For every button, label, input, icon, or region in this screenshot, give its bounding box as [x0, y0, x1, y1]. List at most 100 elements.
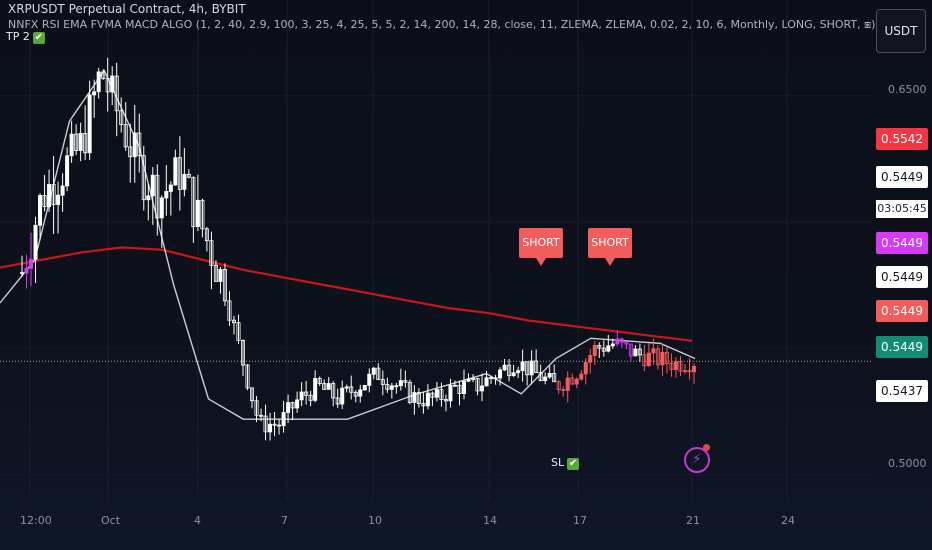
candle-body — [565, 377, 570, 391]
candle-body — [642, 354, 647, 367]
candle-body — [231, 319, 236, 324]
tp-label: TP 2 — [6, 30, 30, 43]
price-tag: 0.5449 — [876, 300, 928, 322]
candle-body — [619, 338, 624, 343]
candle-body — [137, 132, 142, 157]
bar-countdown: 03:05:45 — [876, 200, 928, 218]
candle-body — [349, 386, 354, 393]
chart-title: XRPUSDT Perpetual Contract, 4h, BYBIT — [8, 2, 246, 16]
candle-body — [150, 174, 155, 197]
candle-body — [299, 391, 304, 401]
fvma-line — [0, 69, 696, 420]
candle-body — [615, 338, 620, 345]
candle-body — [646, 352, 651, 367]
candle-body — [114, 75, 119, 112]
candle-body — [457, 384, 462, 394]
candle-body — [168, 184, 173, 192]
currency-button[interactable]: USDT — [876, 9, 926, 53]
candle-body — [380, 379, 385, 385]
candle-body — [24, 267, 29, 274]
candle-body — [637, 348, 642, 356]
candle-body — [19, 272, 24, 275]
candle-body — [687, 370, 692, 373]
candle-body — [547, 373, 552, 378]
candle-body — [177, 157, 182, 190]
candle-body — [331, 383, 336, 399]
candle-body — [601, 347, 606, 352]
time-axis-label: 21 — [686, 514, 700, 527]
candle-body — [502, 364, 507, 371]
candle-body — [146, 195, 151, 201]
candle-body — [263, 415, 268, 433]
candle-body — [385, 384, 390, 390]
candle-body — [340, 387, 345, 405]
candle-body — [83, 132, 88, 154]
tp-marker: TP 2 ✔ — [6, 30, 45, 44]
candle-body — [191, 176, 196, 228]
short-signal-label: SHORT — [588, 228, 632, 266]
candle-body — [128, 146, 133, 158]
candle-body — [200, 199, 205, 230]
time-axis-label: 10 — [368, 514, 382, 527]
time-axis-label: 24 — [781, 514, 795, 527]
candle-body — [313, 378, 318, 401]
candle-body — [416, 392, 421, 404]
candle-body — [484, 377, 489, 387]
candle-body — [556, 381, 561, 390]
candle-body — [538, 372, 543, 381]
candle-body — [60, 185, 65, 196]
candle-body — [164, 191, 169, 199]
candle-body — [443, 399, 448, 402]
candle-body — [669, 363, 674, 370]
time-axis-label: 4 — [194, 514, 201, 527]
price-tag: 0.5449 — [876, 232, 928, 254]
candle-body — [159, 197, 164, 219]
candle-body — [520, 361, 525, 372]
candle-body — [678, 361, 683, 372]
candle-body — [69, 133, 74, 157]
candle-body — [574, 378, 579, 385]
candle-body — [624, 341, 629, 345]
candle-body — [651, 348, 656, 354]
candle-body — [534, 360, 539, 373]
sl-marker: SL ✔ — [551, 456, 580, 470]
candle-body — [421, 403, 426, 407]
candle-body — [119, 110, 124, 125]
candle-body — [448, 385, 453, 402]
candle-body — [633, 348, 638, 357]
candle-body — [304, 391, 309, 396]
indicator-legend[interactable]: NNFX RSI EMA FVMA MACD ALGO (1, 2, 40, 2… — [8, 18, 876, 31]
candle-body — [245, 364, 250, 389]
candle-body — [335, 397, 340, 405]
notification-dot-icon — [703, 444, 710, 451]
candle-body — [673, 361, 678, 370]
candle-body — [141, 155, 146, 201]
candle-body — [358, 389, 363, 397]
candle-body — [290, 402, 295, 409]
candle-body — [344, 386, 349, 389]
candle-body — [570, 377, 575, 385]
candle-body — [376, 367, 381, 381]
candle-body — [132, 132, 137, 158]
candle-body — [173, 157, 178, 186]
candle-body — [516, 370, 521, 374]
candle-body — [489, 377, 494, 380]
candle-body — [123, 124, 128, 148]
candle-body — [209, 240, 214, 266]
time-axis-label: 17 — [573, 514, 587, 527]
candle-body — [434, 389, 439, 398]
candle-body — [272, 423, 277, 426]
candle-body — [655, 348, 660, 366]
time-axis-label: 12:00 — [20, 514, 52, 527]
candle-body — [213, 264, 218, 282]
candle-body — [583, 361, 588, 375]
lightning-icon[interactable]: ⚡ — [684, 447, 710, 473]
candle-body — [606, 345, 611, 352]
candle-body — [259, 414, 264, 417]
candle-body — [389, 385, 394, 390]
candle-body — [394, 385, 399, 388]
candle-body — [155, 174, 160, 219]
candle-body — [493, 377, 498, 380]
